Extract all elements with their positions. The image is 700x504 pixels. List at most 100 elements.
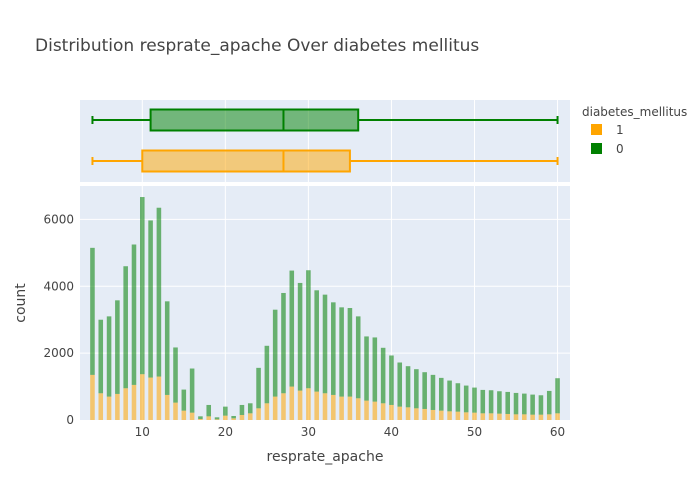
bar-1-19[interactable] [214, 419, 220, 420]
bar-0-53[interactable] [497, 391, 502, 414]
bar-1-38[interactable] [372, 401, 378, 420]
bar-1-9[interactable] [131, 384, 137, 420]
bar-0-18[interactable] [206, 404, 212, 417]
bar-0-15[interactable] [181, 389, 187, 411]
bar-1-11[interactable] [148, 377, 153, 420]
bar-1-5[interactable] [98, 393, 104, 420]
bar-0-13[interactable] [164, 301, 170, 395]
bar-1-49[interactable] [463, 412, 469, 420]
bar-1-22[interactable] [239, 414, 245, 420]
bar-1-17[interactable] [198, 418, 203, 420]
bar-0-57[interactable] [530, 394, 535, 415]
bar-0-46[interactable] [438, 377, 444, 411]
legend-swatch-0[interactable] [591, 143, 602, 154]
bar-0-38[interactable] [372, 337, 378, 402]
bar-0-44[interactable] [422, 372, 427, 409]
bar-0-7[interactable] [115, 300, 120, 394]
bar-1-12[interactable] [156, 376, 162, 420]
bar-0-48[interactable] [455, 383, 461, 412]
bar-1-32[interactable] [322, 393, 328, 420]
bar-1-37[interactable] [364, 400, 369, 420]
bar-1-53[interactable] [497, 413, 502, 420]
bar-0-24[interactable] [256, 367, 261, 409]
bar-0-10[interactable] [140, 197, 145, 375]
bar-1-50[interactable] [472, 412, 477, 420]
bar-0-37[interactable] [364, 336, 369, 401]
bar-1-39[interactable] [380, 403, 386, 420]
bar-1-52[interactable] [488, 413, 494, 420]
bar-1-18[interactable] [206, 416, 212, 420]
bar-1-54[interactable] [505, 413, 510, 420]
bar-0-35[interactable] [347, 308, 353, 397]
bar-1-55[interactable] [513, 414, 519, 420]
bar-0-17[interactable] [198, 416, 203, 419]
bar-0-43[interactable] [414, 369, 419, 409]
bar-0-32[interactable] [322, 294, 328, 394]
bar-1-29[interactable] [297, 390, 303, 420]
bar-1-20[interactable] [223, 415, 228, 420]
bar-1-33[interactable] [331, 394, 336, 420]
bar-0-39[interactable] [380, 347, 386, 404]
legend-title[interactable]: diabetes_mellitus [582, 105, 687, 119]
bar-1-7[interactable] [115, 393, 120, 420]
bar-1-41[interactable] [397, 406, 403, 420]
boxplot-box[interactable] [149, 108, 360, 132]
bar-1-35[interactable] [347, 396, 353, 420]
bar-0-42[interactable] [405, 366, 411, 408]
boxplot-0[interactable] [91, 108, 559, 132]
bar-0-56[interactable] [522, 393, 527, 415]
bar-0-45[interactable] [430, 374, 436, 410]
bar-0-12[interactable] [156, 207, 162, 377]
bar-0-50[interactable] [472, 387, 477, 413]
bar-1-60[interactable] [555, 413, 560, 420]
bar-1-4[interactable] [90, 374, 95, 420]
legend-entry-0[interactable]: 0 [591, 142, 624, 156]
bar-0-30[interactable] [306, 270, 311, 389]
bar-1-58[interactable] [538, 414, 544, 420]
bar-1-14[interactable] [173, 402, 178, 420]
bar-1-31[interactable] [314, 391, 319, 420]
bar-1-43[interactable] [414, 408, 419, 420]
bar-0-8[interactable] [123, 266, 128, 389]
bar-0-36[interactable] [355, 316, 361, 399]
bar-1-6[interactable] [106, 396, 112, 420]
bar-0-26[interactable] [272, 309, 278, 397]
bar-0-59[interactable] [546, 390, 552, 415]
bar-1-8[interactable] [123, 388, 128, 420]
bar-0-34[interactable] [339, 307, 344, 397]
bar-0-28[interactable] [289, 270, 295, 387]
legend-label-0[interactable]: 0 [616, 142, 624, 156]
bar-1-25[interactable] [264, 403, 270, 420]
bar-0-11[interactable] [148, 220, 153, 378]
bar-1-59[interactable] [546, 414, 552, 420]
bar-1-56[interactable] [522, 414, 527, 420]
bar-0-58[interactable] [538, 395, 544, 415]
bar-0-52[interactable] [488, 390, 494, 414]
bar-1-10[interactable] [140, 374, 145, 420]
legend-entry-1[interactable]: 1 [591, 123, 624, 137]
bar-1-24[interactable] [256, 408, 261, 420]
bar-1-28[interactable] [289, 386, 295, 420]
bar-0-40[interactable] [389, 355, 394, 405]
bar-1-57[interactable] [530, 414, 535, 420]
bar-0-27[interactable] [281, 292, 286, 394]
bar-0-19[interactable] [214, 417, 220, 420]
legend-label-1[interactable]: 1 [616, 123, 624, 137]
bar-0-29[interactable] [297, 282, 303, 391]
bar-0-60[interactable] [555, 378, 560, 414]
bar-0-49[interactable] [463, 385, 469, 413]
bar-0-5[interactable] [98, 319, 104, 394]
bar-1-51[interactable] [480, 413, 486, 420]
bar-0-23[interactable] [247, 403, 253, 414]
bar-0-41[interactable] [397, 362, 403, 407]
legend-swatch-1[interactable] [591, 124, 602, 135]
bar-1-13[interactable] [164, 394, 170, 420]
boxplot-1[interactable] [91, 149, 559, 173]
bar-1-42[interactable] [405, 407, 411, 420]
bar-0-9[interactable] [131, 244, 137, 385]
bar-0-16[interactable] [189, 368, 195, 413]
bar-1-26[interactable] [272, 396, 278, 420]
bar-0-47[interactable] [447, 380, 452, 412]
bar-1-23[interactable] [247, 413, 253, 420]
bar-0-14[interactable] [173, 347, 178, 403]
